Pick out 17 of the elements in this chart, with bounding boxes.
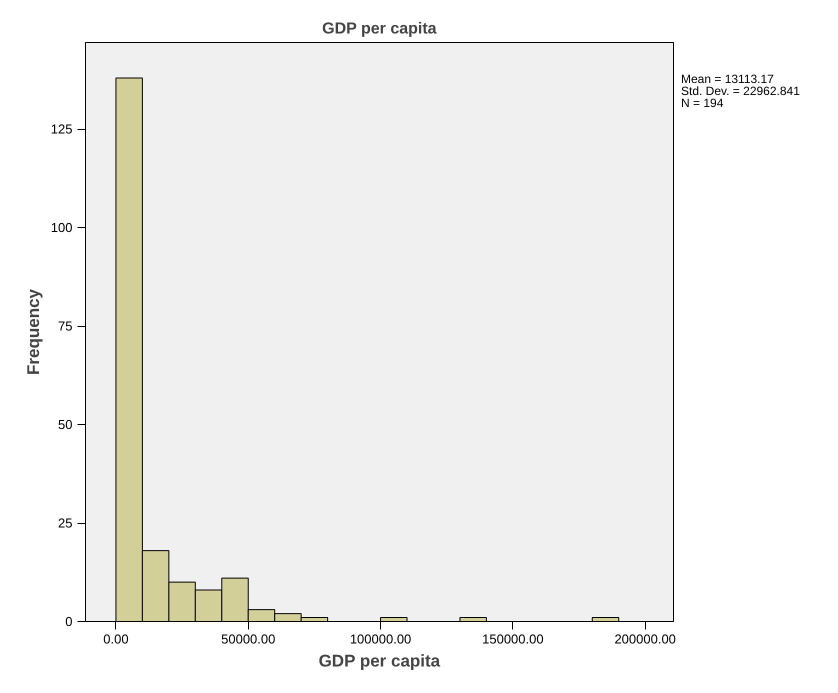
y-tick-label: 25	[58, 516, 73, 531]
x-tick-label: 100000.00	[350, 632, 412, 646]
x-tick-label: 150000.00	[482, 632, 544, 646]
text: N = 194	[681, 96, 724, 110]
x-tick-label: 0.00	[103, 632, 129, 646]
y-tick-label: 125	[50, 122, 73, 137]
y-tick-label: 0	[65, 614, 73, 629]
y-tick-label: 100	[50, 220, 73, 236]
x-axis-title: GDP per capita	[318, 652, 441, 670]
y-tick-label: 50	[58, 417, 73, 432]
text: Std. Dev. = 22962.841	[681, 84, 800, 98]
text: Mean = 13113.17	[681, 72, 775, 86]
x-tick-label: 50000.00	[221, 632, 276, 646]
chart-title: GDP per capita	[322, 20, 437, 38]
x-tick-label: 200000.00	[614, 632, 676, 646]
y-tick-label: 75	[58, 318, 73, 334]
y-axis-title: Frequency	[24, 288, 43, 375]
